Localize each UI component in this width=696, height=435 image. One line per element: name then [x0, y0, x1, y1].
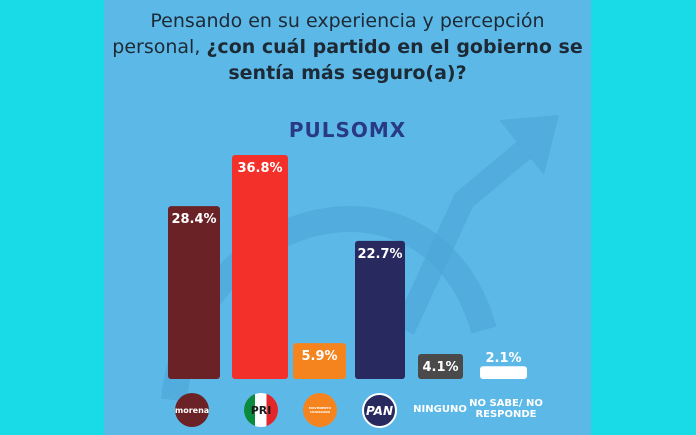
bar-1	[232, 155, 288, 379]
bar-chart: 28.4% 36.8% 5.9% 22.7% 4.1% 2.1%	[168, 155, 527, 379]
pan-logo-text: PAN	[365, 403, 394, 418]
bar-value-label: 2.1%	[485, 351, 521, 366]
bar-value-label: 4.1%	[422, 360, 458, 375]
pan-logo: PAN	[362, 393, 397, 428]
title-bold: ¿con cuál partido en el gobierno se sent…	[206, 36, 583, 84]
mc-logo: MOVIMIENTO CIUDADANO	[303, 393, 337, 427]
bar-2	[293, 343, 346, 379]
pri-logo: PRI	[244, 393, 278, 427]
chart-title: Pensando en su experiencia y percepción …	[104, 8, 591, 86]
chart-panel: Pensando en su experiencia y percepción …	[104, 0, 591, 435]
morena-logo: morena	[175, 393, 209, 427]
category-no-sabe: NO SABE/ NO RESPONDE	[469, 398, 543, 420]
mc-logo-text: MOVIMIENTO CIUDADANO	[308, 406, 332, 414]
bar-value-label: 5.9%	[301, 349, 337, 364]
title-normal: Pensando en su experiencia y percepción …	[112, 10, 545, 58]
bar-5	[480, 366, 527, 379]
category-ninguno: NINGUNO	[413, 404, 467, 415]
bar-0	[168, 206, 220, 379]
pri-logo-text: PRI	[250, 403, 272, 417]
bar-4	[418, 354, 463, 379]
bar-3	[355, 240, 405, 379]
bar-value-label: 22.7%	[357, 247, 402, 262]
bar-value-label: 28.4%	[171, 212, 216, 227]
morena-logo-text: morena	[174, 405, 210, 415]
bar-value-label: 36.8%	[237, 161, 282, 176]
pulsomx-logo: PULSOMX	[288, 118, 407, 142]
